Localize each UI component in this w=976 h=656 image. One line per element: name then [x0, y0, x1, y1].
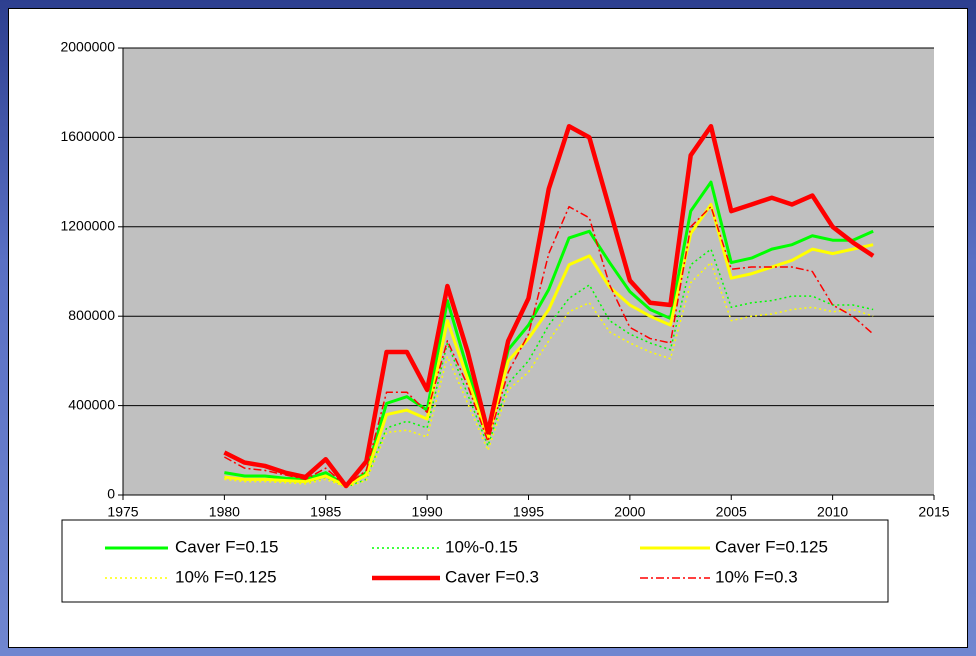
- x-tick-label: 2005: [716, 504, 747, 520]
- x-tick-label: 2015: [918, 504, 949, 520]
- series-line: [224, 205, 874, 487]
- series-line: [224, 180, 874, 488]
- legend-box: [61, 519, 889, 603]
- legend-label: Caver F=0.15: [175, 537, 278, 556]
- legend-label: Caver F=0.3: [445, 567, 539, 586]
- x-tick-label: 1990: [412, 504, 443, 520]
- legend-label: 10% F=0.125: [175, 567, 277, 586]
- legend-label: 10%-0.15: [445, 537, 518, 556]
- legend-label: 10% F=0.3: [715, 567, 798, 586]
- legend: Caver F=0.15 10%-0.15 Caver F=0.125 10% F=0…: [61, 519, 889, 603]
- y-tick-label: 2000000: [60, 39, 115, 55]
- series-line: [223, 123, 875, 489]
- x-tick-label: 1980: [209, 504, 240, 520]
- series-line: [224, 261, 874, 488]
- x-tick-label: 2000: [614, 504, 645, 520]
- legend-label: Caver F=0.125: [715, 537, 828, 556]
- y-tick-label: 400000: [68, 396, 115, 412]
- x-tick-label: 1995: [513, 504, 544, 520]
- y-tick-label: 1200000: [60, 218, 115, 234]
- y-tick-label: 800000: [68, 307, 115, 323]
- x-tick-label: 1985: [310, 504, 341, 520]
- series-line: [224, 248, 874, 488]
- series-line: [224, 202, 874, 488]
- x-tick-label: 1975: [107, 504, 138, 520]
- plot-area: [123, 48, 934, 495]
- y-tick-label: 1600000: [60, 128, 115, 144]
- x-tick-label: 2010: [817, 504, 848, 520]
- y-tick-label: 0: [107, 486, 115, 502]
